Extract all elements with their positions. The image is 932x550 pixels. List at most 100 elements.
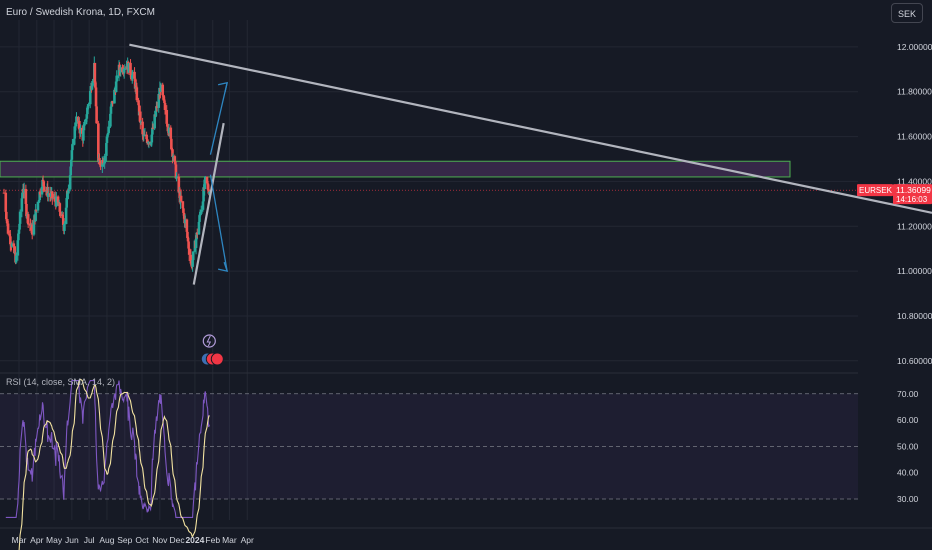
candle-body (22, 188, 26, 193)
candle-body (171, 149, 174, 157)
candle-body (75, 116, 78, 123)
candle-body (177, 176, 181, 193)
candle-body (63, 223, 66, 231)
candle-body (137, 105, 141, 116)
candle-body (10, 243, 14, 247)
candle-body (203, 179, 206, 190)
candle-body (137, 100, 140, 106)
event-icons[interactable] (200, 334, 224, 366)
candle-body (130, 74, 134, 80)
candle-body (157, 93, 160, 108)
candle-body (179, 195, 183, 202)
rsi-tick-label: 30.00 (897, 494, 919, 504)
candle-body (91, 80, 94, 86)
candle-body (161, 84, 165, 96)
candle-body (38, 191, 42, 195)
candle-body (186, 238, 190, 242)
candle-body (202, 187, 205, 202)
candle-body (110, 104, 113, 107)
candle-body (18, 223, 21, 230)
candle-body (4, 192, 8, 212)
candle-body (154, 111, 158, 116)
candle-body (99, 165, 102, 167)
candle-body (186, 231, 189, 239)
candle-body (6, 220, 9, 224)
candle-body (86, 105, 90, 108)
candle-body (121, 67, 124, 72)
price-tick-label: 12.00000 (897, 42, 932, 52)
time-tick-label: Dec (170, 535, 186, 545)
currency-button[interactable]: SEK (891, 3, 923, 23)
candle-body (64, 207, 68, 224)
candle-body (106, 134, 109, 137)
candle-body (9, 236, 12, 245)
candle-body (98, 158, 101, 161)
candle-body (162, 96, 166, 101)
candle-body (183, 219, 187, 224)
candle-body (165, 110, 169, 124)
time-tick-label: 2024 (185, 535, 204, 545)
rsi-pane: 70.00 60.00 50.00 40.00 30.00 (0, 378, 919, 550)
candle-body (58, 203, 62, 212)
candle-body (151, 127, 155, 129)
candle-body (18, 211, 22, 224)
candle-body (162, 95, 165, 97)
price-tick-label: 11.80000 (897, 87, 932, 97)
candle-body (187, 241, 190, 249)
candle-body (182, 208, 185, 213)
candle-body (191, 260, 194, 267)
trendline-drawings[interactable] (129, 43, 932, 285)
time-axis: Mar Apr May Jun Jul Aug Sep Oct Nov Dec 2024 Feb Mar… (12, 535, 254, 545)
candle-body (201, 201, 205, 210)
candle-body (73, 126, 77, 139)
time-tick-label: Mar (12, 535, 27, 545)
candle-body (17, 233, 20, 241)
candle-body (82, 130, 85, 141)
candle-body (40, 186, 44, 195)
candle-body (181, 201, 185, 209)
candle-body (98, 160, 102, 165)
candle-body (83, 121, 86, 126)
price-axis: 12.00000 11.80000 11.60000 11.40000 11.20000… (897, 42, 932, 366)
candle-body (191, 251, 195, 261)
candle-body (206, 184, 210, 190)
candle-body (115, 75, 119, 82)
price-tick-label: 11.20000 (897, 221, 932, 231)
candle-body (149, 142, 153, 145)
candle-body (25, 203, 28, 217)
candle-body (155, 106, 158, 112)
candle-body (24, 188, 28, 204)
candle-body (133, 78, 137, 89)
candle-body (94, 82, 97, 88)
candle-body (199, 213, 202, 215)
resistance-zone-rect (0, 160, 791, 178)
price-tick-label: 11.60000 (897, 132, 932, 142)
candle-body (129, 62, 132, 76)
candle-body (203, 176, 207, 180)
rsi-ma-line (18, 378, 210, 550)
candle-body (79, 127, 82, 134)
bullish-arrow (209, 82, 228, 155)
rsi-tick-label: 50.00 (897, 441, 919, 451)
candle-body (5, 211, 8, 220)
candle-body (134, 85, 138, 88)
candle-body (119, 67, 123, 73)
candle-body (37, 200, 41, 202)
candle-body (194, 239, 198, 248)
resistance-zone[interactable] (0, 160, 791, 178)
candle-body (46, 186, 50, 197)
candle-body (51, 191, 54, 199)
event-flag-icon (210, 352, 224, 366)
candle-body (16, 240, 20, 256)
candle-body (34, 209, 38, 211)
candle-body (12, 243, 16, 247)
candle-body (102, 163, 106, 165)
grid-lines (0, 20, 932, 529)
candle-body (42, 181, 45, 187)
lightning-icon (202, 334, 216, 348)
rsi-line (5, 380, 210, 518)
candle-body (109, 106, 113, 114)
candle-body (85, 114, 89, 119)
candle-body (14, 255, 18, 263)
time-tick-label: Nov (152, 535, 168, 545)
